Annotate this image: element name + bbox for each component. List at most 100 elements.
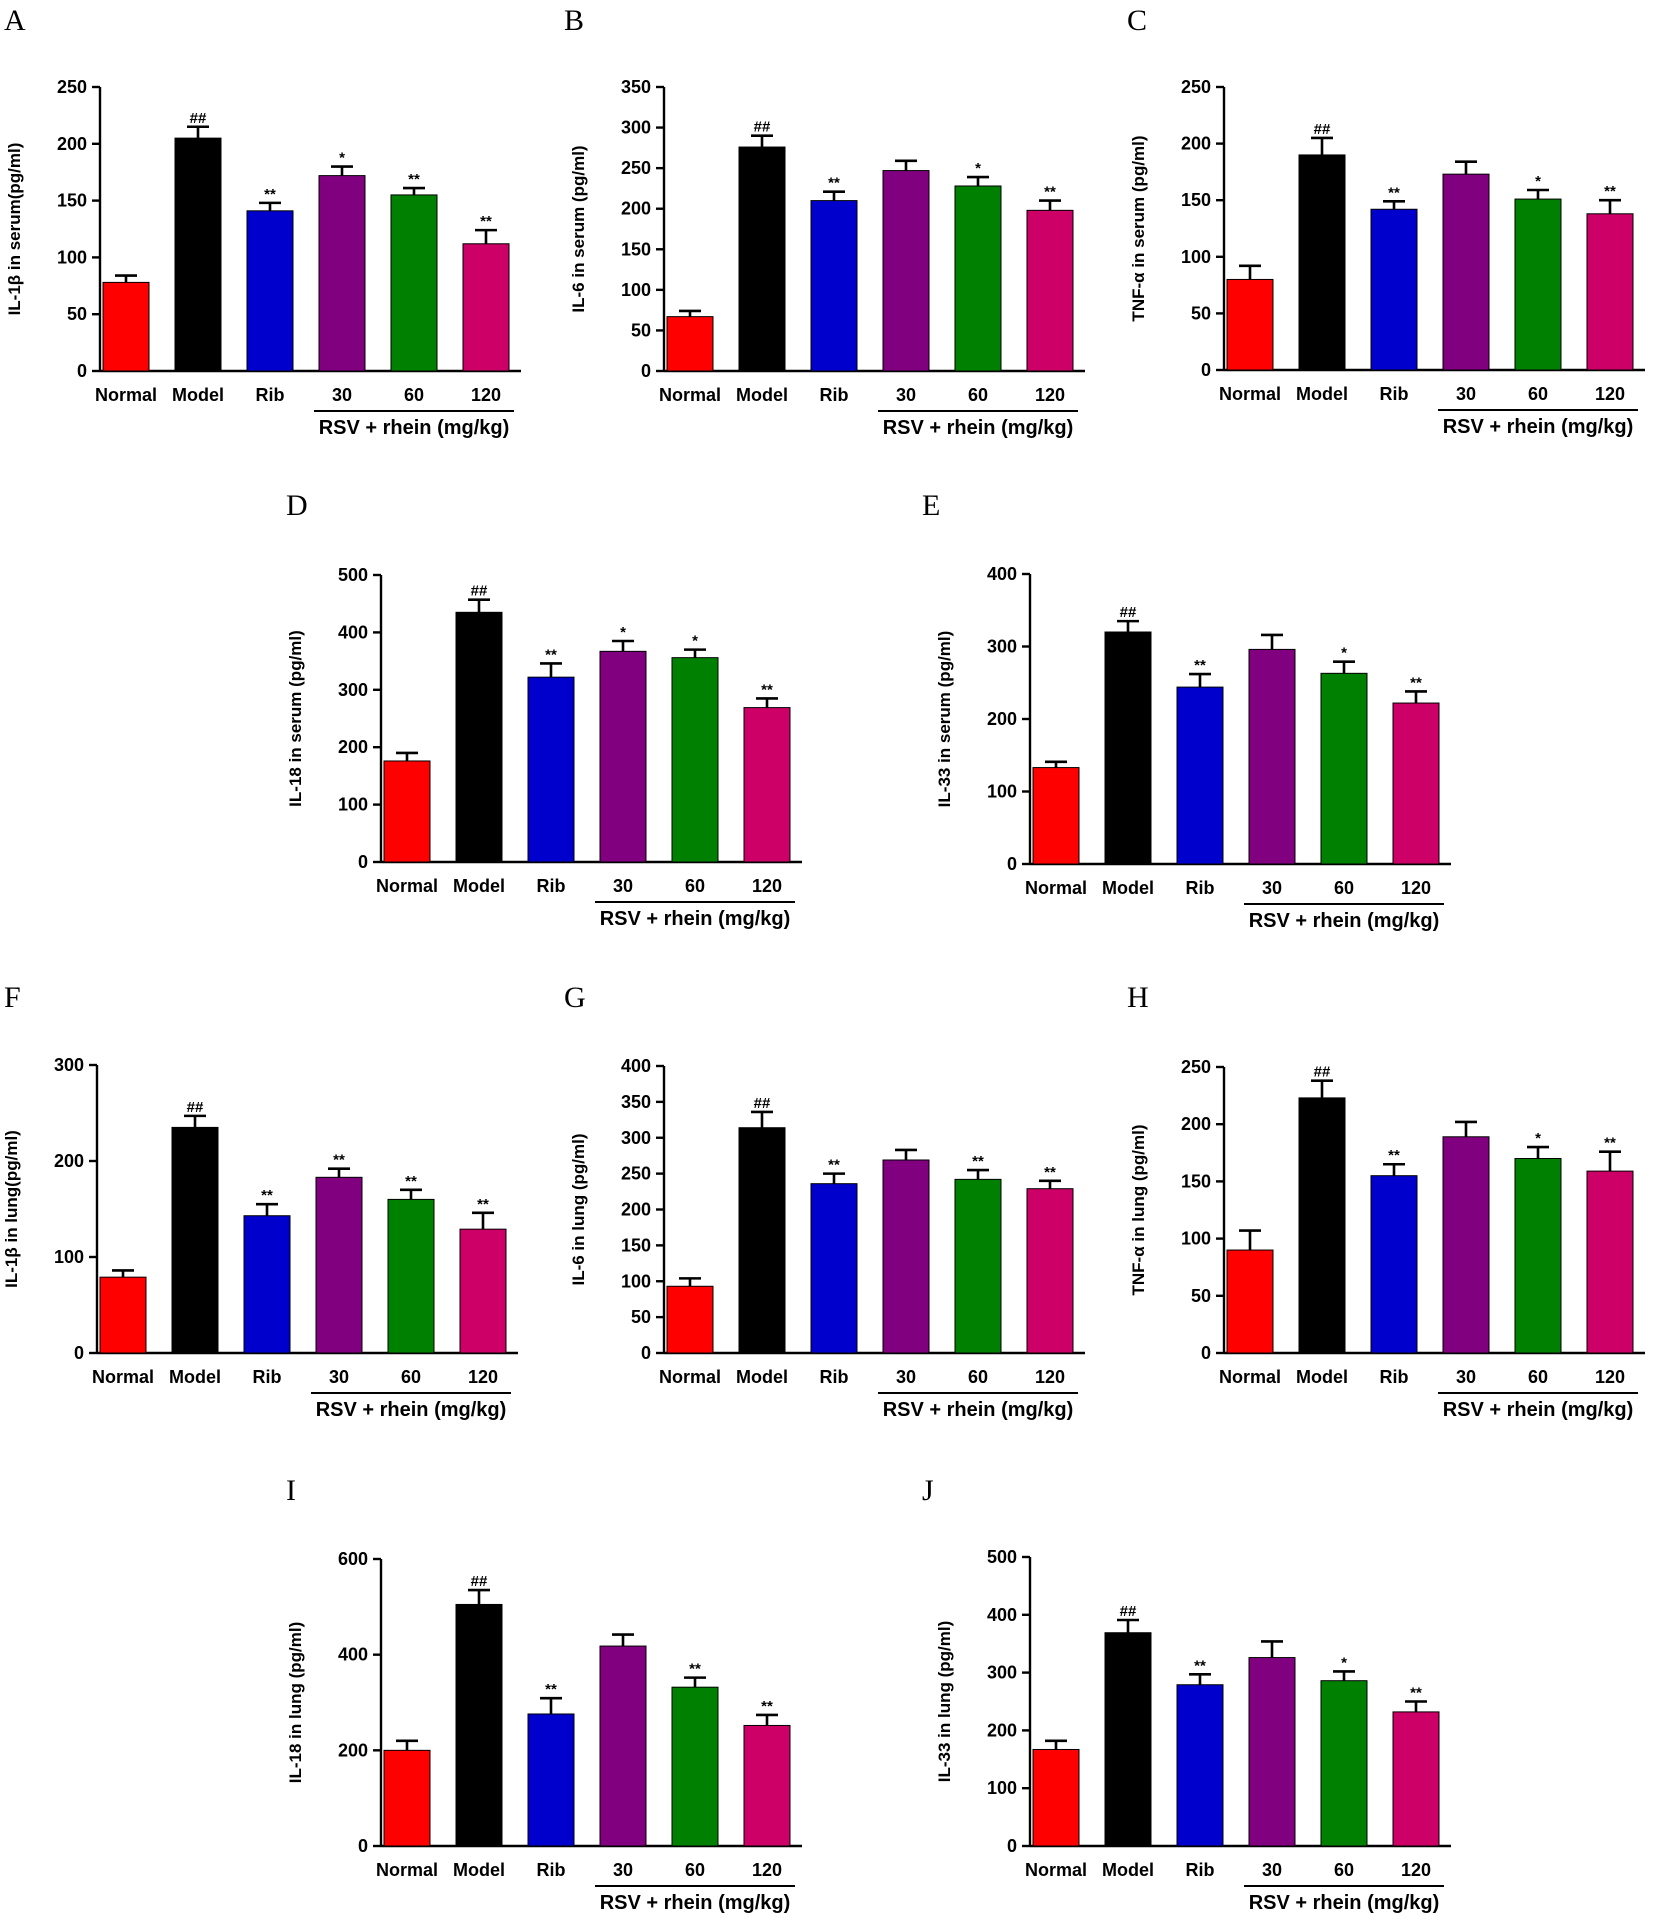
category-label: Model bbox=[453, 1860, 505, 1880]
significance-marker: ** bbox=[828, 175, 840, 192]
significance-marker: ## bbox=[1120, 1603, 1137, 1620]
bar-30 bbox=[318, 175, 366, 372]
significance-marker: ## bbox=[190, 110, 207, 127]
y-tick-label: 150 bbox=[621, 1235, 651, 1255]
significance-marker: ** bbox=[1194, 1657, 1206, 1674]
bar-120 bbox=[462, 243, 510, 372]
panel-letter: I bbox=[286, 1474, 296, 1507]
bar-30 bbox=[1442, 1136, 1490, 1354]
group-label: RSV + rhein (mg/kg) bbox=[1249, 1892, 1440, 1914]
significance-marker: ** bbox=[828, 1157, 840, 1174]
y-tick-label: 0 bbox=[1007, 1836, 1017, 1856]
chart-panel-i: I 0 200 400 600 IL-18 in lung (pg/ml) Normal ##… bbox=[286, 1474, 802, 1914]
y-tick-label: 0 bbox=[1201, 360, 1211, 380]
y-tick-label: 300 bbox=[621, 118, 651, 138]
bar-rib bbox=[1370, 208, 1418, 371]
category-label: 120 bbox=[1401, 878, 1431, 898]
significance-marker: ## bbox=[754, 119, 771, 136]
category-label: Rib bbox=[253, 1367, 282, 1387]
y-tick-label: 100 bbox=[987, 1778, 1017, 1798]
significance-marker: ** bbox=[545, 646, 557, 663]
panel-letter: D bbox=[286, 489, 308, 522]
significance-marker: ** bbox=[1044, 1164, 1056, 1181]
category-label: Rib bbox=[1186, 878, 1215, 898]
bar-model bbox=[171, 1126, 219, 1354]
y-tick-label: 200 bbox=[338, 737, 368, 757]
y-tick-label: 50 bbox=[1191, 303, 1211, 323]
y-tick-label: 100 bbox=[621, 280, 651, 300]
category-label: Rib bbox=[1186, 1860, 1215, 1880]
y-tick-label: 100 bbox=[1181, 247, 1211, 267]
bar-normal bbox=[1226, 1249, 1274, 1354]
y-tick-label: 300 bbox=[54, 1055, 84, 1075]
category-label: Rib bbox=[1380, 384, 1409, 404]
y-tick-label: 0 bbox=[358, 852, 368, 872]
bar-normal bbox=[102, 281, 150, 372]
category-label: 30 bbox=[613, 1860, 633, 1880]
category-label: 120 bbox=[1035, 1367, 1065, 1387]
y-tick-label: 400 bbox=[987, 564, 1017, 584]
bar-rib bbox=[1176, 686, 1224, 865]
panel-letter: G bbox=[564, 981, 586, 1014]
y-tick-label: 150 bbox=[57, 191, 87, 211]
y-axis-label: IL-33 in lung (pg/ml) bbox=[935, 1621, 954, 1782]
bar-30 bbox=[1442, 173, 1490, 371]
y-axis-label: IL-1β in serum(pg/ml) bbox=[5, 143, 24, 316]
significance-marker: * bbox=[975, 160, 981, 177]
y-tick-label: 100 bbox=[621, 1271, 651, 1291]
y-tick-label: 50 bbox=[1191, 1286, 1211, 1306]
significance-marker: ** bbox=[1044, 184, 1056, 201]
category-label: 30 bbox=[1456, 1367, 1476, 1387]
y-axis-label: IL-33 in serum (pg/ml) bbox=[935, 631, 954, 808]
bar-120 bbox=[1392, 1711, 1440, 1847]
bar-60 bbox=[671, 1686, 719, 1847]
category-label: Rib bbox=[1380, 1367, 1409, 1387]
group-label: RSV + rhein (mg/kg) bbox=[316, 1399, 507, 1421]
bar-30 bbox=[315, 1176, 363, 1354]
category-label: Normal bbox=[95, 385, 157, 405]
significance-marker: ** bbox=[1410, 674, 1422, 691]
y-tick-label: 200 bbox=[1181, 134, 1211, 154]
y-tick-label: 250 bbox=[621, 158, 651, 178]
y-tick-label: 200 bbox=[1181, 1114, 1211, 1134]
bar-normal bbox=[1226, 278, 1274, 371]
bar-60 bbox=[1514, 198, 1562, 371]
bar-model bbox=[1298, 1097, 1346, 1354]
group-label: RSV + rhein (mg/kg) bbox=[600, 1892, 791, 1914]
significance-marker: ## bbox=[471, 1573, 488, 1590]
panel-letter: H bbox=[1127, 981, 1149, 1014]
bar-rib bbox=[243, 1215, 291, 1354]
y-tick-label: 400 bbox=[338, 622, 368, 642]
significance-marker: ** bbox=[1410, 1685, 1422, 1702]
y-tick-label: 200 bbox=[621, 199, 651, 219]
bar-model bbox=[455, 1603, 503, 1847]
y-tick-label: 0 bbox=[641, 361, 651, 381]
group-label: RSV + rhein (mg/kg) bbox=[883, 417, 1074, 439]
significance-marker: ** bbox=[405, 1173, 417, 1190]
category-label: Model bbox=[1296, 1367, 1348, 1387]
panel-letter: B bbox=[564, 4, 584, 37]
significance-marker: ** bbox=[480, 213, 492, 230]
panel-letter: F bbox=[4, 981, 21, 1014]
bar-normal bbox=[383, 760, 431, 863]
significance-marker: ## bbox=[1314, 1064, 1331, 1081]
category-label: 120 bbox=[468, 1367, 498, 1387]
bar-120 bbox=[1586, 213, 1634, 371]
bar-rib bbox=[1370, 1175, 1418, 1354]
y-tick-label: 0 bbox=[1201, 1343, 1211, 1363]
category-label: Model bbox=[169, 1367, 221, 1387]
significance-marker: * bbox=[339, 150, 345, 167]
y-tick-label: 50 bbox=[631, 1307, 651, 1327]
significance-marker: ## bbox=[471, 583, 488, 600]
category-label: Rib bbox=[256, 385, 285, 405]
bar-model bbox=[738, 1127, 786, 1354]
category-label: 30 bbox=[896, 385, 916, 405]
category-label: 120 bbox=[752, 876, 782, 896]
y-tick-label: 200 bbox=[338, 1740, 368, 1760]
y-axis-label: TNF-α in lung (pg/ml) bbox=[1129, 1125, 1148, 1296]
category-label: Rib bbox=[820, 1367, 849, 1387]
significance-marker: ** bbox=[1388, 1147, 1400, 1164]
bar-normal bbox=[666, 1285, 714, 1354]
bar-rib bbox=[1176, 1684, 1224, 1847]
bar-model bbox=[455, 611, 503, 863]
